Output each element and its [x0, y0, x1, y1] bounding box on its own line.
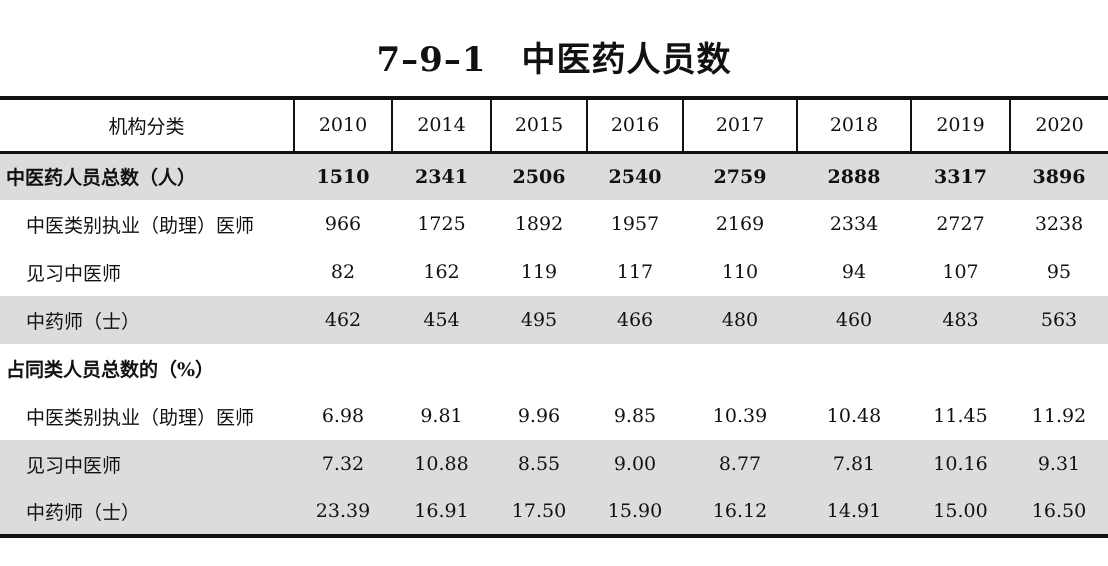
row-label: 中医类别执业（助理）医师	[26, 214, 255, 237]
table-cell: 10.39	[712, 405, 768, 427]
table-cell: 9.85	[613, 405, 657, 427]
table-cell: 11.45	[933, 405, 988, 427]
table-cell: 162	[423, 261, 460, 283]
table-cell: 8.55	[491, 440, 587, 488]
staff-table-container: 机构分类 2010 2014 2015 2016 2017 2018 2019 …	[0, 96, 1108, 538]
row-label: 中医类别执业（助理）医师	[26, 406, 255, 429]
table-cell: 10.48	[826, 405, 882, 427]
table-cell: 95	[1046, 261, 1072, 283]
table-row: 见习中医师 7.32 10.88 8.55 9.00 8.77 7.81 10.…	[0, 440, 1108, 488]
table-cell: 2169	[715, 213, 765, 235]
table-cell: 9.00	[587, 440, 683, 488]
table-cell: 3238	[1034, 213, 1084, 235]
table-cell: 1510	[294, 152, 392, 200]
header-year: 2010	[293, 96, 392, 154]
table-cell: 3317	[911, 152, 1010, 200]
table-cell: 119	[520, 261, 558, 283]
table-cell: 2506	[491, 152, 587, 200]
table-cell: 16.50	[1010, 488, 1108, 538]
row-label: 见习中医师	[0, 440, 294, 488]
header-year: 2020	[1009, 96, 1108, 154]
table-row: 中药师（士） 23.39 16.91 17.50 15.90 16.12 14.…	[0, 488, 1108, 538]
table-cell: 11.92	[1031, 405, 1087, 427]
table-cell: 2341	[392, 152, 491, 200]
table-cell: 7.81	[797, 440, 911, 488]
header-year: 2018	[796, 96, 911, 154]
table-cell: 2334	[829, 213, 879, 235]
table-cell: 462	[294, 296, 392, 344]
header-year: 2019	[910, 96, 1010, 154]
table-cell: 454	[392, 296, 491, 344]
table-cell: 483	[911, 296, 1010, 344]
table-cell: 110	[721, 261, 759, 283]
table-cell: 17.50	[491, 488, 587, 538]
table-cell: 10.88	[392, 440, 491, 488]
table-cell: 9.81	[420, 405, 463, 427]
tcm-staff-table: 机构分类 2010 2014 2015 2016 2017 2018 2019 …	[0, 96, 1108, 538]
table-cell: 1725	[417, 213, 466, 235]
table-cell: 480	[683, 296, 797, 344]
table-cell: 1957	[610, 213, 660, 235]
table-cell: 3896	[1010, 152, 1108, 200]
table-row: 中医类别执业（助理）医师 6.98 9.81 9.96 9.85 10.39 1…	[0, 392, 1108, 440]
row-label: 中药师（士）	[0, 296, 294, 344]
header-category: 机构分类	[0, 96, 294, 154]
table-cell: 82	[330, 261, 356, 283]
table-cell: 7.32	[294, 440, 392, 488]
header-year: 2015	[490, 96, 587, 154]
header-row: 机构分类 2010 2014 2015 2016 2017 2018 2019 …	[0, 96, 1108, 154]
table-cell: 15.90	[587, 488, 683, 538]
row-label: 中医药人员总数（人）	[0, 152, 294, 200]
table-row-total: 中医药人员总数（人） 1510 2341 2506 2540 2759 2888…	[0, 152, 1108, 200]
table-cell: 15.00	[911, 488, 1010, 538]
table-cell: 107	[942, 261, 979, 283]
header-year: 2014	[391, 96, 491, 154]
table-cell: 1892	[514, 213, 564, 235]
table-cell: 9.96	[517, 405, 561, 427]
table-cell: 117	[616, 261, 654, 283]
table-cell: 10.16	[911, 440, 1010, 488]
table-cell: 495	[491, 296, 587, 344]
table-cell: 14.91	[797, 488, 911, 538]
table-cell: 2888	[797, 152, 911, 200]
row-label: 见习中医师	[26, 262, 122, 285]
table-row: 中药师（士） 462 454 495 466 480 460 483 563	[0, 296, 1108, 344]
table-row-section: 占同类人员总数的（%）	[0, 344, 1108, 392]
table-row: 见习中医师 82 162 119 117 110 94 107 95	[0, 248, 1108, 296]
header-year: 2017	[682, 96, 797, 154]
header-year: 2016	[586, 96, 683, 154]
table-cell: 16.12	[683, 488, 797, 538]
table-cell: 466	[587, 296, 683, 344]
table-cell: 9.31	[1010, 440, 1108, 488]
table-cell: 2540	[587, 152, 683, 200]
row-label: 占同类人员总数的（%）	[6, 358, 215, 381]
table-cell: 2727	[936, 213, 985, 235]
table-cell: 16.91	[392, 488, 491, 538]
table-cell: 94	[841, 261, 867, 283]
table-cell: 6.98	[321, 405, 365, 427]
table-cell: 23.39	[294, 488, 392, 538]
table-cell: 563	[1010, 296, 1108, 344]
table-cell: 2759	[683, 152, 797, 200]
table-row: 中医类别执业（助理）医师 966 1725 1892 1957 2169 233…	[0, 200, 1108, 248]
table-cell: 8.77	[683, 440, 797, 488]
table-title: 7–9–1 中医药人员数	[376, 40, 732, 80]
table-cell: 460	[797, 296, 911, 344]
table-cell: 966	[324, 213, 362, 235]
row-label: 中药师（士）	[0, 488, 294, 538]
